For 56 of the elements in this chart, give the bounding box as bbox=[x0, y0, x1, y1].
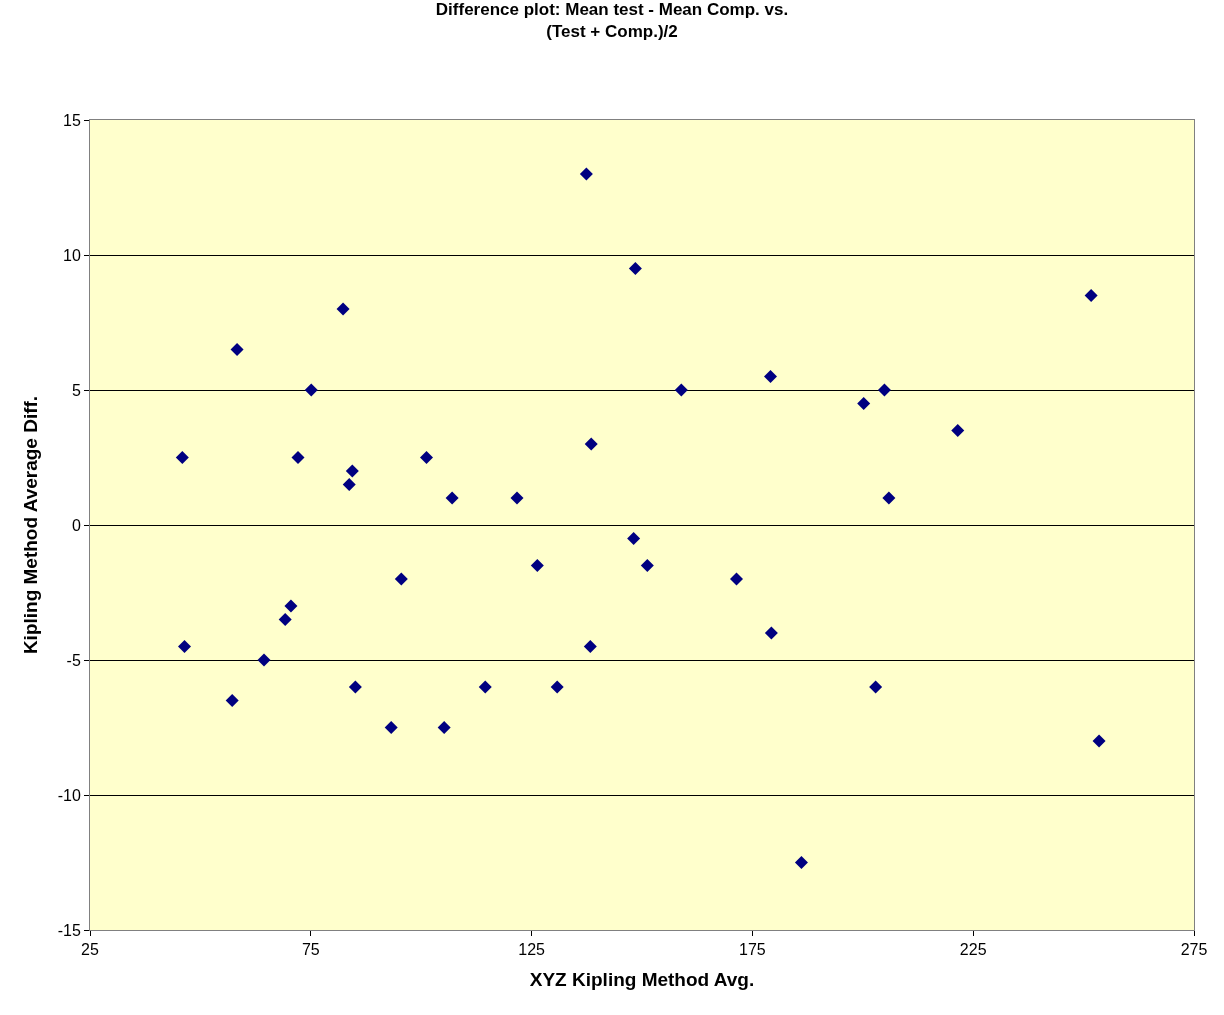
point bbox=[478, 680, 492, 694]
point bbox=[794, 856, 808, 869]
point bbox=[583, 640, 597, 653]
y-tick-label: 0 bbox=[71, 516, 81, 534]
point bbox=[730, 572, 743, 586]
point bbox=[175, 451, 189, 464]
point bbox=[877, 383, 891, 397]
chart-title: Difference plot: Mean test - Mean Comp. vs. (Test + Comp.)/2 bbox=[435, 0, 789, 42]
y-axis-title: Kipling Method Average Diff. bbox=[19, 395, 41, 655]
point bbox=[278, 613, 292, 626]
x-tick-label: 125 bbox=[518, 941, 546, 959]
point bbox=[445, 491, 459, 505]
point bbox=[394, 572, 408, 586]
point bbox=[384, 721, 398, 734]
point bbox=[336, 302, 350, 316]
point bbox=[342, 478, 356, 491]
y-tick-label: 10 bbox=[63, 246, 81, 264]
x-tick-label: 225 bbox=[959, 941, 987, 959]
point bbox=[882, 491, 896, 505]
point bbox=[1084, 289, 1098, 302]
point bbox=[345, 464, 359, 478]
point bbox=[951, 424, 965, 437]
point bbox=[178, 640, 191, 653]
point bbox=[225, 694, 239, 707]
y-tick-label: -5 bbox=[66, 651, 81, 669]
point bbox=[628, 262, 642, 275]
point bbox=[674, 383, 688, 397]
point bbox=[627, 532, 641, 545]
x-tick-label: 25 bbox=[81, 941, 99, 959]
point bbox=[437, 721, 451, 734]
point bbox=[584, 437, 598, 451]
y-tick-label: -15 bbox=[57, 921, 81, 939]
x-axis-title: XYZ Kipling Method Avg. bbox=[529, 969, 755, 990]
x-tick-label: 75 bbox=[301, 941, 320, 959]
point bbox=[640, 559, 654, 572]
point bbox=[764, 626, 778, 640]
x-tick-label: 275 bbox=[1180, 941, 1208, 959]
y-tick-label: -10 bbox=[57, 786, 81, 804]
point bbox=[284, 599, 298, 613]
y-tick-label: 5 bbox=[71, 381, 81, 399]
point bbox=[869, 680, 883, 694]
point bbox=[530, 559, 544, 572]
point bbox=[291, 451, 305, 464]
point bbox=[348, 680, 362, 694]
point bbox=[257, 653, 271, 667]
point bbox=[1092, 734, 1106, 748]
y-tick-label: 15 bbox=[63, 111, 81, 129]
point bbox=[420, 451, 433, 464]
point bbox=[764, 370, 778, 383]
point bbox=[579, 167, 593, 181]
point bbox=[550, 680, 564, 694]
point bbox=[857, 397, 871, 410]
point bbox=[304, 383, 318, 397]
x-tick-label: 175 bbox=[739, 941, 766, 959]
point bbox=[510, 491, 524, 505]
point bbox=[230, 343, 244, 356]
